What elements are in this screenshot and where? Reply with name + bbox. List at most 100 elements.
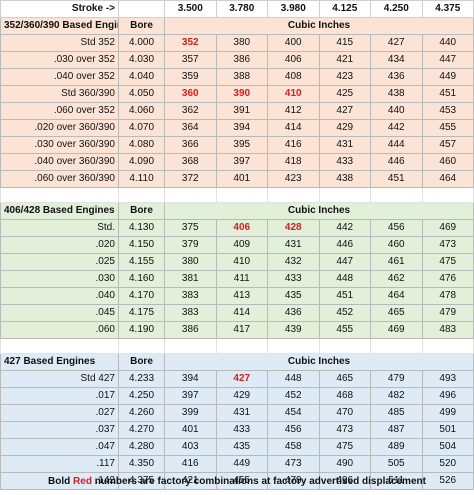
cubic-inch-value: 433: [318, 153, 371, 171]
cubic-inch-value: 415: [318, 34, 371, 52]
cubic-inch-value: 490: [318, 455, 371, 473]
engine-label: .030 over 352: [0, 51, 119, 69]
engine-label: .020 over 360/390: [0, 119, 119, 137]
cubic-inch-value: 427: [215, 370, 268, 388]
table-row: .025 4.155 380 410 432 447 461 475: [0, 253, 474, 271]
cubic-inch-value: 416: [164, 455, 217, 473]
cubic-inch-value: 436: [267, 304, 320, 322]
bore-value: 4.070: [118, 119, 165, 137]
cubic-inch-value: 456: [267, 421, 320, 439]
cubic-inch-value: 416: [267, 136, 320, 154]
cubic-inch-value: 434: [370, 51, 423, 69]
cubic-inch-value: 487: [370, 421, 423, 439]
cubic-inches-header: Cubic Inches: [164, 17, 474, 35]
gap-cell: [421, 338, 474, 354]
bore-value: 4.250: [118, 387, 165, 405]
table-row: Std 360/390 4.050 360 390 410 425 438 451: [0, 85, 474, 103]
cubic-inch-value: 423: [318, 68, 371, 86]
stroke-value: 3.780: [215, 0, 268, 18]
section-gap: [0, 187, 474, 203]
cubic-inch-value: 394: [164, 370, 217, 388]
section-title: 427 Based Engines: [0, 353, 119, 371]
cubic-inch-value: 362: [164, 102, 217, 120]
cubic-inch-value: 454: [267, 404, 320, 422]
cubic-inch-value: 413: [215, 287, 268, 305]
cubic-inch-value: 401: [164, 421, 217, 439]
cubic-inch-value: 449: [215, 455, 268, 473]
cubic-inch-value: 429: [318, 119, 371, 137]
cubic-inch-value: 397: [164, 387, 217, 405]
cubic-inch-value: 458: [267, 438, 320, 456]
cubic-inch-value: 451: [318, 287, 371, 305]
gap-cell: [118, 338, 165, 354]
cubic-inch-value: 428: [267, 219, 320, 237]
stroke-value: 4.250: [370, 0, 423, 18]
bore-value: 4.130: [118, 219, 165, 237]
cubic-inch-value: 442: [318, 219, 371, 237]
cubic-inch-value: 372: [164, 170, 217, 188]
cubic-inches-header: Cubic Inches: [164, 202, 474, 220]
cubic-inch-value: 483: [421, 321, 474, 339]
engine-label: .037: [0, 421, 119, 439]
bore-value: 4.155: [118, 253, 165, 271]
cubic-inch-value: 401: [215, 170, 268, 188]
cubic-inch-value: 368: [164, 153, 217, 171]
section-header: 427 Based Engines Bore Cubic Inches: [0, 353, 474, 371]
cubic-inch-value: 501: [421, 421, 474, 439]
bore-value: 4.175: [118, 304, 165, 322]
cubic-inch-value: 499: [421, 404, 474, 422]
cubic-inch-value: 380: [164, 253, 217, 271]
cubic-inch-value: 414: [267, 119, 320, 137]
gap-cell: [267, 338, 320, 354]
cubic-inch-value: 440: [370, 102, 423, 120]
cubic-inch-value: 511: [370, 472, 423, 490]
gap-cell: [370, 338, 423, 354]
bore-value: 4.090: [118, 153, 165, 171]
cubic-inch-value: 479: [421, 304, 474, 322]
cubic-inch-value: 399: [164, 404, 217, 422]
section-title: 352/360/390 Based Engines: [0, 17, 119, 35]
bore-value: 4.030: [118, 51, 165, 69]
gap-cell: [0, 338, 119, 354]
cubic-inch-value: 431: [215, 404, 268, 422]
cubic-inch-value: 489: [370, 438, 423, 456]
engine-label: Std 352: [0, 34, 119, 52]
cubic-inch-value: 468: [318, 387, 371, 405]
cubic-inch-value: 457: [421, 136, 474, 154]
cubic-inch-value: 360: [164, 85, 217, 103]
cubic-inch-value: 479: [267, 472, 320, 490]
table-row: .117 4.350 416 449 473 490 505 520: [0, 455, 474, 473]
engine-label: .047: [0, 438, 119, 456]
cubic-inch-value: 482: [370, 387, 423, 405]
cubic-inch-value: 448: [318, 270, 371, 288]
cubic-inch-value: 478: [421, 287, 474, 305]
cubic-inch-value: 453: [421, 102, 474, 120]
cubic-inch-value: 496: [421, 387, 474, 405]
table-row: .027 4.260 399 431 454 470 485 499: [0, 404, 474, 422]
cubic-inch-value: 380: [215, 34, 268, 52]
engine-label: .020: [0, 236, 119, 254]
engine-label: .030: [0, 270, 119, 288]
cubic-inch-value: 427: [318, 102, 371, 120]
gap-cell: [421, 187, 474, 203]
cubic-inch-value: 408: [267, 68, 320, 86]
stroke-value: 4.125: [318, 0, 371, 18]
gap-cell: [164, 187, 217, 203]
gap-cell: [215, 338, 268, 354]
cubic-inch-value: 417: [215, 321, 268, 339]
table-row: .040 4.170 383 413 435 451 464 478: [0, 287, 474, 305]
cubic-inch-value: 476: [421, 270, 474, 288]
cubic-inch-value: 433: [215, 421, 268, 439]
cubic-inch-value: 431: [318, 136, 371, 154]
cubic-inch-value: 485: [370, 404, 423, 422]
table-row: .017 4.250 397 429 452 468 482 496: [0, 387, 474, 405]
bore-value: 4.110: [118, 170, 165, 188]
cubic-inch-value: 479: [370, 370, 423, 388]
footnote-prefix: Bold: [48, 476, 71, 487]
bore-value: 4.280: [118, 438, 165, 456]
cubic-inch-value: 425: [318, 85, 371, 103]
gap-cell: [0, 187, 119, 203]
table-row: .142 4.375 421 455 479 496 511 526: [0, 472, 474, 490]
cubic-inch-value: 451: [421, 85, 474, 103]
